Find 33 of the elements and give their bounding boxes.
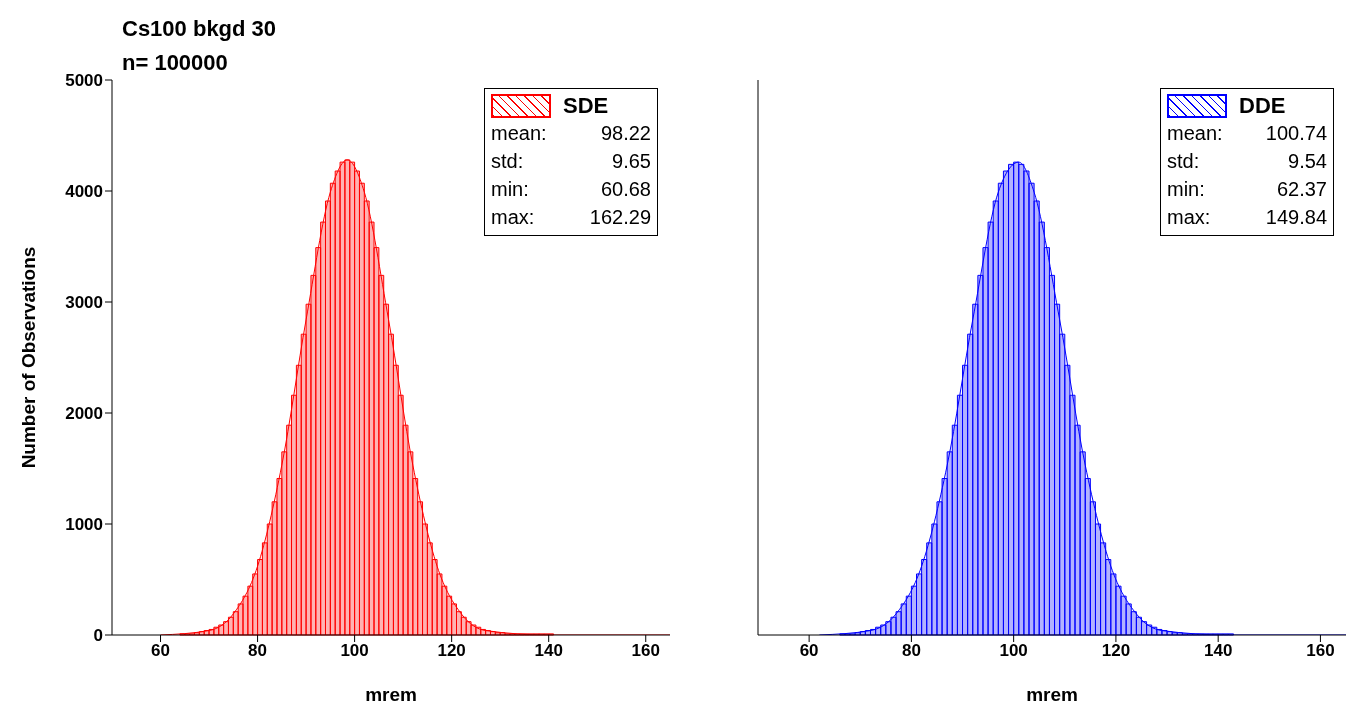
x-tick-label: 80: [901, 641, 921, 661]
y-axis-title: Number of Observations: [17, 246, 39, 469]
text: min: 62.37: [1167, 178, 1327, 200]
x-tick-label: 160: [1306, 641, 1335, 661]
x-tick-label: 120: [437, 641, 466, 661]
y-tick-label: 4000: [65, 182, 103, 202]
text: mean: 100.74: [1167, 122, 1327, 144]
x-axis-title: mrem: [1026, 684, 1078, 705]
y-tick-label: 0: [93, 626, 103, 646]
text: min: 60.68: [491, 178, 651, 200]
text: max: 149.84: [1167, 206, 1327, 228]
text: mean: 98.22: [491, 122, 651, 144]
x-tick-label: 160: [631, 641, 660, 661]
y-tick-label: 5000: [65, 71, 103, 91]
y-tick-label: 3000: [65, 293, 103, 313]
x-tick-label: 100: [999, 641, 1028, 661]
chart-subtitle: n= 100000: [122, 49, 228, 77]
x-tick-label: 100: [340, 641, 369, 661]
x-tick-label: 140: [534, 641, 563, 661]
text: std: 9.65: [491, 150, 651, 172]
legend-label: SDE: [563, 93, 609, 119]
x-tick-label: 60: [799, 641, 819, 661]
x-tick-label: 140: [1203, 641, 1233, 661]
x-tick-label: 60: [151, 641, 170, 661]
y-tick-label: 1000: [65, 515, 103, 535]
chart-title: Cs100 bkgd 30: [122, 15, 277, 43]
text: std: 9.54: [1167, 150, 1327, 172]
x-tick-label: 80: [248, 641, 268, 661]
x-axis-title: mrem: [365, 684, 417, 705]
x-tick-label: 120: [1101, 641, 1131, 661]
y-tick-label: 2000: [65, 404, 103, 424]
legend-label: DDE: [1239, 93, 1286, 119]
text: max: 162.29: [491, 206, 651, 228]
